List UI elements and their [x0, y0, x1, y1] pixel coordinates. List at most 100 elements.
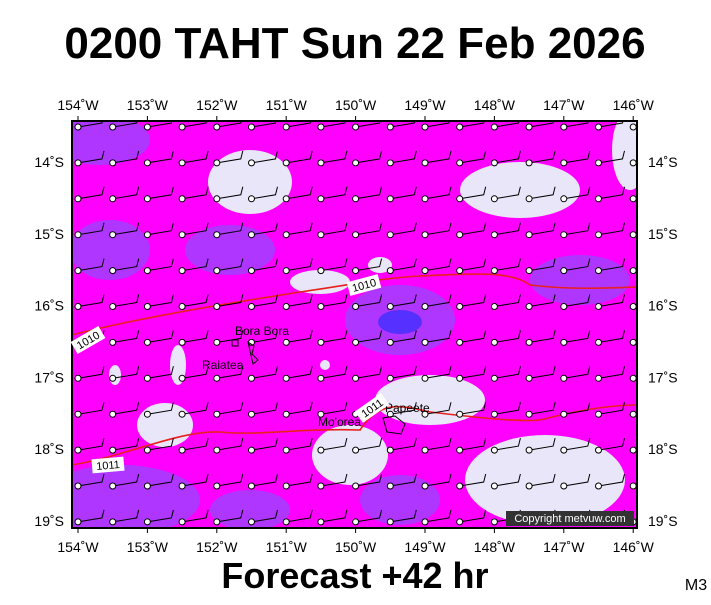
station	[629, 123, 637, 131]
wind-barb	[77, 294, 105, 307]
isobar-label-box	[70, 325, 106, 355]
station	[282, 482, 290, 490]
wind-barb	[355, 186, 383, 200]
wind-barb	[182, 258, 209, 272]
wind-barb	[216, 366, 244, 379]
wind-barb	[112, 330, 140, 343]
wind-barb	[563, 473, 591, 487]
wind-barb	[251, 509, 278, 523]
station	[143, 303, 151, 310]
station	[490, 410, 498, 418]
station	[595, 159, 602, 167]
wind-barb	[251, 366, 278, 379]
station	[456, 267, 464, 275]
station	[386, 482, 394, 490]
lon-label: 146˚W	[613, 539, 655, 555]
wind-barb	[320, 294, 348, 307]
station	[352, 231, 360, 239]
station	[595, 267, 602, 275]
wind-barb	[182, 294, 209, 307]
station	[560, 374, 568, 382]
wind-barb	[459, 294, 487, 307]
wind-barb	[182, 402, 209, 415]
wind-barb	[598, 330, 625, 343]
station	[317, 446, 325, 454]
wind-barb	[424, 294, 452, 307]
wind-barb	[112, 186, 140, 200]
wind-barb	[147, 473, 174, 487]
wind-barb	[112, 121, 138, 128]
wind-barb	[216, 222, 244, 236]
wind-barb	[355, 473, 383, 487]
wind-barb	[320, 258, 348, 272]
station	[74, 267, 82, 275]
station	[595, 446, 602, 454]
lon-label: 152˚W	[196, 97, 238, 113]
station	[178, 374, 186, 382]
station	[74, 482, 82, 490]
station	[317, 231, 325, 239]
station	[386, 303, 394, 310]
station	[595, 123, 602, 131]
wind-barb	[147, 186, 174, 200]
wind-barb	[147, 150, 174, 164]
wind-barb	[424, 509, 452, 523]
station	[490, 159, 498, 167]
station	[629, 410, 637, 418]
station	[560, 338, 568, 346]
station	[178, 195, 186, 203]
wind-barb	[320, 150, 348, 164]
station	[317, 123, 325, 131]
wind-barb	[494, 402, 521, 415]
station	[525, 159, 533, 167]
station	[109, 482, 117, 490]
station	[178, 123, 186, 131]
station	[109, 267, 117, 275]
station	[213, 446, 221, 454]
wind-barb	[598, 222, 625, 236]
wind-barb	[355, 294, 383, 307]
wind-barb	[390, 258, 417, 272]
station	[560, 303, 568, 310]
wind-barb	[286, 294, 313, 307]
station	[74, 410, 82, 418]
station	[282, 446, 290, 454]
wind-barb	[77, 258, 105, 272]
wind-barb	[563, 222, 591, 236]
lat-label: 18˚S	[648, 441, 678, 457]
wind-barb	[598, 366, 625, 379]
station	[109, 303, 117, 310]
wind-barb	[494, 186, 521, 200]
station	[248, 195, 255, 203]
station	[525, 374, 533, 382]
wind-barb	[355, 258, 383, 272]
station	[74, 303, 82, 310]
wind-barb	[424, 473, 452, 487]
wind-barb	[147, 330, 174, 343]
lat-label: 18˚S	[34, 441, 64, 457]
station	[595, 374, 602, 382]
wind-barb	[563, 402, 591, 415]
lat-label: 17˚S	[34, 369, 64, 385]
wind-barb	[494, 437, 521, 451]
wind-barb	[286, 150, 313, 164]
station	[560, 123, 568, 131]
wind-barb	[251, 258, 278, 272]
wind-barb	[529, 258, 556, 272]
wind-barb	[529, 186, 556, 200]
wind-barb	[216, 121, 242, 128]
station	[143, 195, 151, 203]
station	[109, 446, 117, 454]
station	[213, 195, 221, 203]
wind-barb	[216, 330, 244, 343]
wind-barb	[494, 222, 521, 236]
wind-barb	[563, 150, 591, 164]
wind-barb	[112, 258, 140, 272]
wind-barb	[459, 121, 485, 128]
wind-barb	[598, 294, 625, 307]
station	[282, 303, 290, 310]
lon-label: 151˚W	[266, 97, 308, 113]
wind-barb	[563, 366, 591, 379]
station	[178, 338, 186, 346]
